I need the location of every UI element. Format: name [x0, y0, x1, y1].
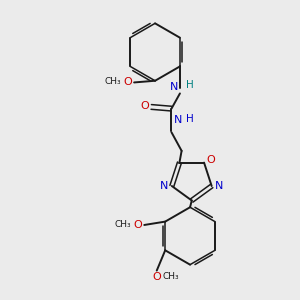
Text: N: N — [173, 116, 182, 125]
Text: O: O — [206, 155, 215, 165]
Text: N: N — [170, 82, 178, 92]
Text: N: N — [160, 181, 169, 191]
Text: N: N — [215, 181, 223, 191]
Text: O: O — [134, 220, 142, 230]
Text: O: O — [123, 77, 132, 87]
Text: O: O — [141, 101, 149, 111]
Text: CH₃: CH₃ — [104, 77, 121, 86]
Text: CH₃: CH₃ — [163, 272, 179, 281]
Text: H: H — [185, 80, 193, 90]
Text: H: H — [186, 114, 194, 124]
Text: CH₃: CH₃ — [115, 220, 131, 229]
Text: O: O — [152, 272, 161, 282]
